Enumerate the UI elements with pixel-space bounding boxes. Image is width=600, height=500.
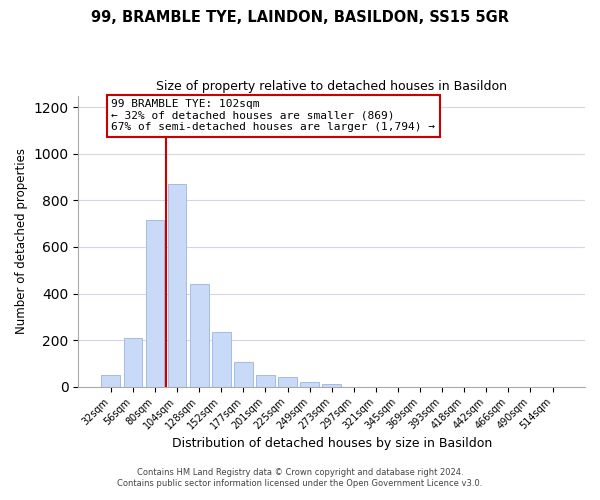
Bar bbox=[101, 375, 120, 386]
Y-axis label: Number of detached properties: Number of detached properties bbox=[15, 148, 28, 334]
Text: 99 BRAMBLE TYE: 102sqm
← 32% of detached houses are smaller (869)
67% of semi-de: 99 BRAMBLE TYE: 102sqm ← 32% of detached… bbox=[111, 99, 435, 132]
Bar bbox=[322, 384, 341, 386]
Bar bbox=[190, 284, 209, 386]
Text: Contains HM Land Registry data © Crown copyright and database right 2024.
Contai: Contains HM Land Registry data © Crown c… bbox=[118, 468, 482, 487]
X-axis label: Distribution of detached houses by size in Basildon: Distribution of detached houses by size … bbox=[172, 437, 492, 450]
Bar bbox=[234, 362, 253, 386]
Bar bbox=[124, 338, 142, 386]
Bar bbox=[212, 332, 230, 386]
Title: Size of property relative to detached houses in Basildon: Size of property relative to detached ho… bbox=[156, 80, 507, 93]
Bar bbox=[300, 382, 319, 386]
Bar bbox=[146, 220, 164, 386]
Bar bbox=[256, 375, 275, 386]
Text: 99, BRAMBLE TYE, LAINDON, BASILDON, SS15 5GR: 99, BRAMBLE TYE, LAINDON, BASILDON, SS15… bbox=[91, 10, 509, 25]
Bar bbox=[278, 378, 297, 386]
Bar bbox=[167, 184, 187, 386]
